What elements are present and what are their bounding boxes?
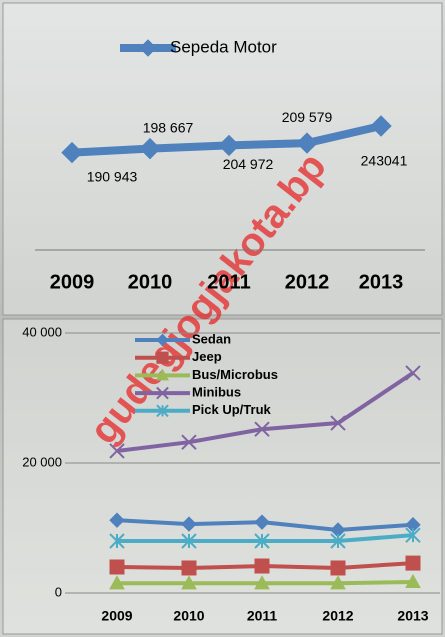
y-tick-label: 40 000 [22, 324, 62, 339]
data-label: 209 579 [282, 109, 333, 125]
legend-marker [156, 386, 169, 400]
legend-marker [156, 351, 169, 364]
marker [254, 514, 270, 530]
legend-label: Pick Up/Truk [192, 402, 272, 417]
marker [139, 137, 161, 160]
legend-label: Sedan [192, 331, 231, 346]
marker [405, 573, 421, 589]
marker [61, 141, 83, 164]
marker [405, 365, 421, 381]
legend-label: Bus/Microbus [192, 367, 278, 382]
marker [181, 533, 197, 549]
y-tick-label: 20 000 [22, 454, 62, 469]
x-tick-label: 2011 [247, 608, 278, 624]
marker [109, 533, 125, 549]
marker [109, 443, 125, 459]
legend-label: Sepeda Motor [170, 37, 277, 56]
marker [181, 434, 197, 450]
marker [181, 560, 197, 576]
y-tick-label: 0 [55, 584, 62, 599]
marker [109, 575, 125, 590]
data-label: 243041 [361, 153, 408, 169]
data-label: 190 943 [87, 168, 138, 184]
marker [181, 516, 197, 532]
marker [109, 559, 125, 575]
x-tick-label: 2012 [285, 271, 330, 293]
marker [330, 560, 346, 576]
data-label: 204 972 [223, 156, 274, 172]
x-tick-label: 2009 [101, 608, 132, 624]
marker [296, 132, 318, 154]
legend-label: Jeep [192, 349, 222, 364]
marker [181, 575, 197, 590]
legend-marker [156, 333, 169, 347]
legend-label: Minibus [192, 385, 241, 400]
marker [254, 421, 270, 437]
marker [330, 575, 346, 590]
marker [405, 527, 421, 543]
legend-marker [156, 404, 169, 418]
x-tick-label: 2013 [397, 608, 428, 624]
legend-marker [156, 368, 169, 381]
marker [370, 115, 392, 137]
x-tick-label: 2009 [50, 271, 95, 293]
x-tick-label: 2010 [173, 608, 204, 624]
marker [218, 134, 240, 157]
legend-marker [139, 39, 157, 57]
data-label: 198 667 [143, 119, 194, 135]
x-tick-label: 2013 [359, 271, 404, 293]
x-tick-label: 2011 [207, 271, 250, 293]
marker [109, 512, 125, 528]
marker [330, 415, 346, 431]
marker [405, 555, 421, 571]
x-tick-label: 2010 [128, 271, 173, 293]
x-tick-label: 2012 [322, 608, 353, 624]
marker [254, 533, 270, 549]
marker [254, 575, 270, 590]
marker [330, 533, 346, 549]
marker [254, 558, 270, 574]
